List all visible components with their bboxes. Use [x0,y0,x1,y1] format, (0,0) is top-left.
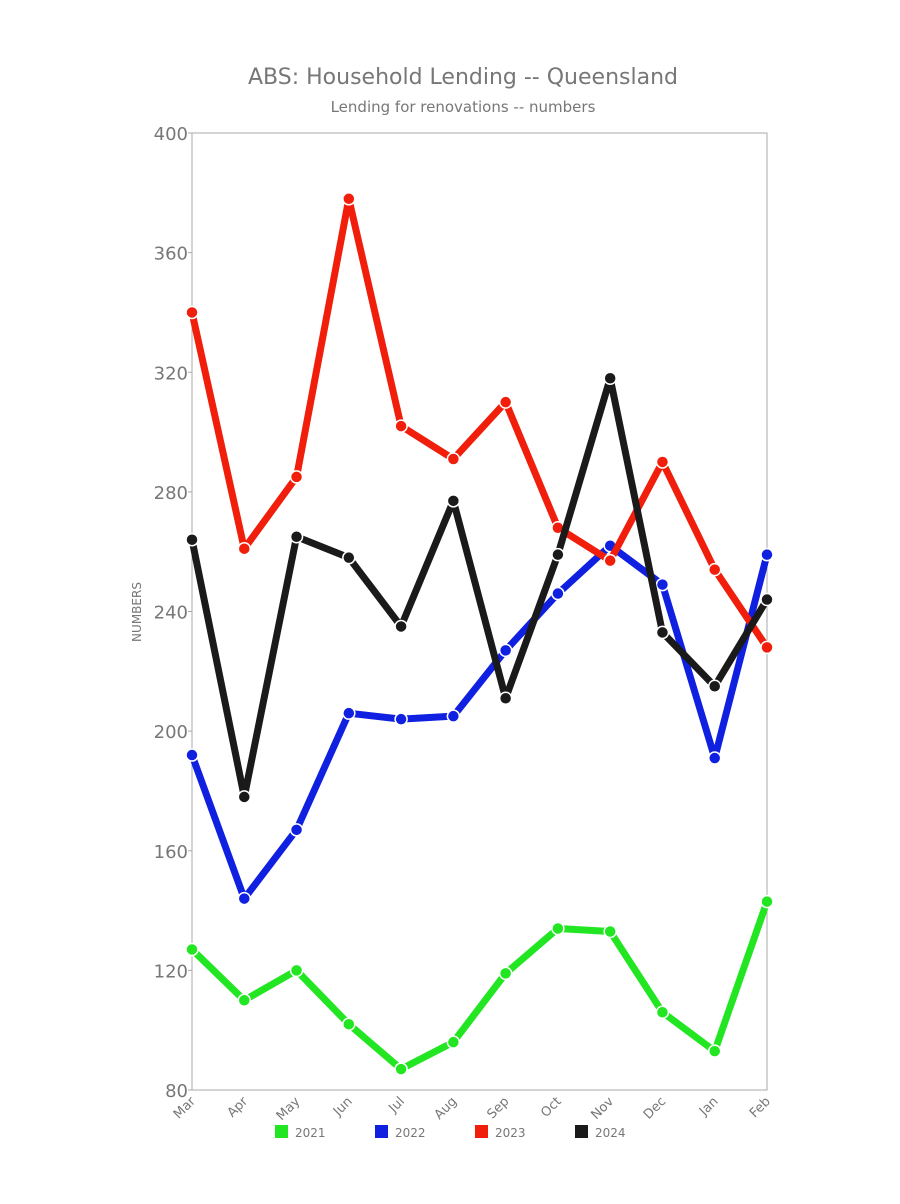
point [498,966,513,981]
point [707,751,722,765]
point [237,993,252,1008]
point [498,395,513,409]
y-tick-label: 120 [154,961,188,982]
legend-swatch [575,1125,588,1138]
point [551,586,565,601]
x-tick-label: Jun [330,1094,356,1120]
point [446,494,461,508]
series-line [188,195,770,650]
point [603,924,617,939]
point [342,192,356,206]
point [707,562,722,577]
point [185,532,199,547]
point [394,419,408,433]
x-tick-label: Jul [386,1094,408,1116]
point [655,1005,670,1019]
point [760,547,774,562]
y-tick-label: 200 [154,722,188,743]
point [603,371,617,385]
y-tick-label: 280 [154,483,188,504]
point [446,452,461,466]
point [289,963,304,978]
point [760,894,774,909]
point [394,1062,408,1076]
point [289,529,304,544]
y-tick-label: 160 [154,842,188,863]
x-tick-label: May [274,1094,304,1124]
point [551,547,565,562]
point [707,1044,722,1058]
x-tick-label: Nov [588,1094,617,1123]
y-tick-label: 400 [154,124,188,145]
x-tick-label: Oct [538,1094,565,1121]
chart-title: ABS: Household Lending -- Queensland [248,65,678,90]
point [655,455,670,469]
point [237,891,252,906]
point [498,643,513,658]
y-tick-label: 240 [154,603,188,624]
legend-label: 2024 [595,1126,626,1140]
point [655,625,670,640]
point [185,748,199,762]
point [446,709,461,723]
series-line [189,900,771,1073]
point [289,823,304,837]
legend-swatch [475,1125,488,1138]
x-tick-label: Feb [747,1094,774,1121]
point [760,592,774,607]
legend-label: 2023 [495,1126,526,1140]
x-tick-label: Aug [432,1094,461,1123]
point [446,1035,461,1049]
point [342,1017,356,1031]
x-tick-label: Sep [485,1094,513,1122]
y-tick-label: 360 [154,244,188,265]
legend: 2021 2022 2023 2024 [275,1125,626,1140]
point [394,712,408,726]
legend-swatch [375,1125,388,1138]
point [498,691,513,705]
chart-subtitle: Lending for renovations -- numbers [331,98,596,116]
point [342,550,356,565]
legend-label: 2021 [295,1126,326,1140]
point [237,790,252,804]
point [655,577,670,592]
legend-label: 2022 [395,1126,426,1140]
series-line [188,542,771,903]
point [394,619,408,634]
point [551,921,565,936]
point [760,640,774,655]
x-tick-label: Jan [696,1094,721,1119]
point [707,679,722,694]
point [603,553,617,568]
x-tick-label: Dec [641,1094,669,1122]
point [289,470,304,484]
point [342,706,356,720]
x-tick-label: Apr [225,1094,252,1121]
point [185,942,199,957]
series-line [188,374,770,801]
point [237,541,252,556]
legend-swatch [275,1125,288,1138]
y-tick-label: 320 [154,363,188,384]
y-tick-label: 80 [165,1081,188,1102]
y-axis-label: NUMBERS [130,582,144,642]
point [185,305,199,320]
